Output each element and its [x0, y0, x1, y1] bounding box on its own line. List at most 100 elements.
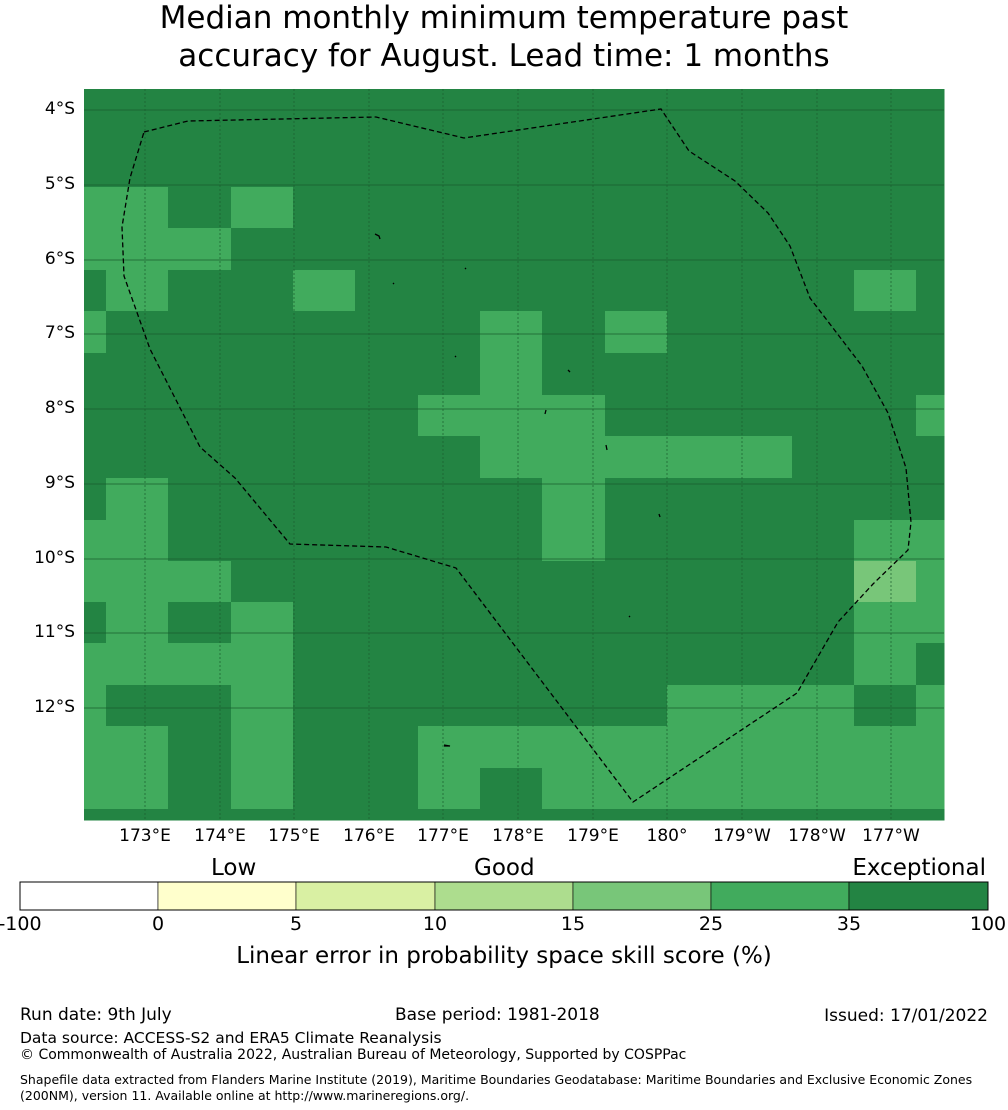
grid-cell	[231, 561, 294, 603]
grid-cell	[231, 768, 294, 810]
grid-cell	[418, 602, 481, 644]
grid-cell	[480, 561, 543, 603]
grid-cell	[605, 145, 668, 188]
grid-cell	[729, 726, 793, 769]
grid-cell	[106, 726, 169, 769]
map-title: Median monthly minimum temperature past …	[159, 0, 849, 74]
grid-cell	[231, 726, 294, 769]
grid-cell	[418, 102, 481, 146]
grid-cell	[355, 602, 419, 644]
grid-cell	[792, 685, 855, 727]
grid-cell	[854, 478, 917, 521]
colorbar-tick-label: 15	[560, 913, 586, 935]
colorbar-category-label: Exceptional	[852, 855, 986, 881]
grid-cell	[84, 187, 107, 229]
grid-cell	[168, 145, 232, 188]
grid-cell	[667, 602, 730, 644]
grid-cell	[854, 436, 917, 479]
grid-cell	[293, 353, 356, 396]
grid-cell	[84, 768, 107, 810]
grid-cell	[168, 520, 232, 562]
latitude-label: 10°S	[34, 548, 75, 568]
grid-cell	[605, 395, 668, 437]
grid-cell	[605, 768, 668, 810]
grid-cell	[231, 520, 294, 562]
grid-cell	[480, 478, 543, 521]
colorbar-segment	[572, 881, 712, 911]
longitude-label: 175°E	[268, 826, 320, 846]
latitude-label: 6°S	[44, 249, 75, 269]
grid-cell	[542, 561, 606, 603]
grid-cell	[605, 726, 668, 769]
grid-cell	[168, 311, 232, 354]
grid-cell	[667, 520, 730, 562]
grid-cell	[106, 520, 169, 562]
grid-cell	[792, 768, 855, 810]
grid-cell	[480, 726, 543, 769]
grid-cell	[418, 395, 481, 437]
latitude-label: 5°S	[44, 174, 75, 194]
grid-cell	[84, 602, 107, 644]
grid-cell	[418, 353, 481, 396]
grid-cell	[106, 187, 169, 229]
grid-cell	[729, 89, 793, 103]
grid-cell	[480, 145, 543, 188]
grid-cell	[542, 89, 606, 103]
grid-cell	[480, 228, 543, 271]
grid-cell	[542, 685, 606, 727]
grid-cell	[293, 395, 356, 437]
grid-cell	[729, 187, 793, 229]
grid-cell	[916, 726, 945, 769]
grid-cell	[854, 643, 917, 686]
grid-cell	[106, 89, 169, 103]
grid-cell	[792, 436, 855, 479]
grid-cell	[355, 395, 419, 437]
grid-cell	[480, 353, 543, 396]
grid-cell	[729, 685, 793, 727]
grid-cell	[854, 102, 917, 146]
grid-cell	[792, 395, 855, 437]
grid-cell	[667, 228, 730, 271]
grid-cell	[293, 145, 356, 188]
grid-cell	[355, 187, 419, 229]
grid-cell	[792, 726, 855, 769]
grid-cell	[605, 311, 668, 354]
grid-cell	[667, 561, 730, 603]
colorbar-segment	[848, 881, 989, 911]
grid-cell	[667, 311, 730, 354]
grid-cell	[84, 89, 107, 103]
grid-cell	[418, 768, 481, 810]
grid-cell	[293, 102, 356, 146]
colorbar-tick-label: 0	[151, 913, 165, 935]
grid-cell	[729, 478, 793, 521]
grid-cell	[355, 145, 419, 188]
grid-cell	[480, 643, 543, 686]
grid-cell	[418, 478, 481, 521]
grid-cell	[667, 270, 730, 312]
grid-cell	[729, 228, 793, 271]
grid-cell	[667, 187, 730, 229]
grid-cell	[231, 395, 294, 437]
grid-cell	[84, 685, 107, 727]
grid-cell	[418, 685, 481, 727]
skill-grid	[84, 89, 945, 821]
grid-cell	[605, 643, 668, 686]
grid-cell	[480, 436, 543, 479]
grid-cell	[355, 311, 419, 354]
colorbar-segment	[295, 881, 436, 911]
grid-cell	[106, 436, 169, 479]
longitude-label: 176°E	[343, 826, 395, 846]
grid-cell	[418, 561, 481, 603]
grid-cell	[168, 478, 232, 521]
grid-cell	[605, 353, 668, 396]
longitude-label: 178°W	[788, 826, 846, 846]
grid-cell	[542, 478, 606, 521]
grid-cell	[667, 726, 730, 769]
colorbar-label: Linear error in probability space skill …	[236, 943, 772, 969]
colorbar-category-label: Good	[474, 855, 535, 881]
grid-cell	[729, 270, 793, 312]
grid-cell	[792, 145, 855, 188]
grid-cell	[916, 270, 945, 312]
grid-cell	[792, 311, 855, 354]
